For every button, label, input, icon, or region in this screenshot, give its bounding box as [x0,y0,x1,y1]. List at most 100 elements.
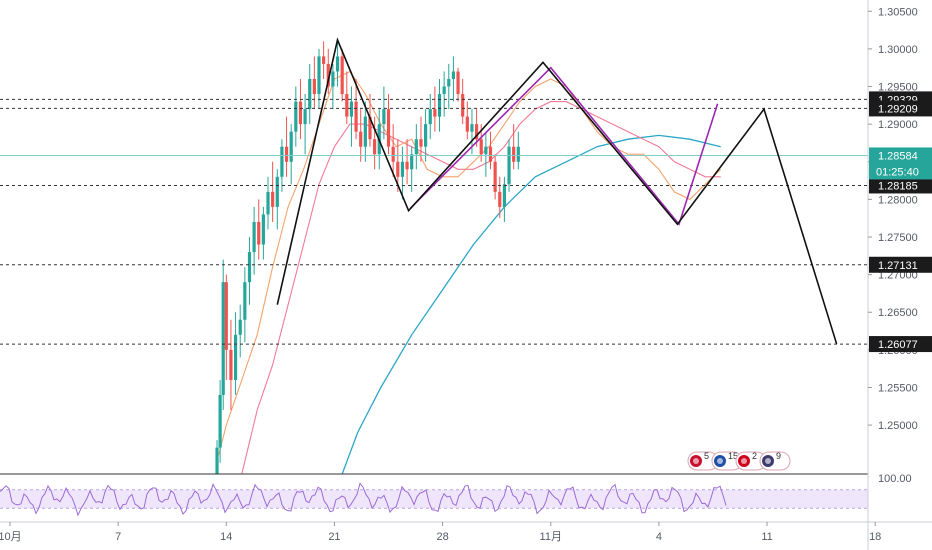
candle-body [345,94,349,117]
candle-body [229,349,233,380]
date-tick-label: 28 [436,531,448,543]
level-tag [869,177,932,194]
candle-body [437,94,442,117]
date-tick-label: 18 [869,531,881,543]
candle-body [218,395,222,448]
date-tick-label: 4 [656,531,662,543]
zigzag-drawings[interactable] [276,37,838,345]
candle-body [363,116,367,147]
price-tick-label: 1.30500 [878,6,918,18]
candle-body [382,109,386,125]
candle-body [354,101,358,132]
price-tick-label: 1.25000 [878,420,918,432]
countdown-label: 01:25:40 [876,166,919,178]
candle-body [502,184,506,207]
candle-body [405,161,409,170]
candle-body [391,146,395,162]
rsi-band [0,489,868,509]
event-count: 15 [728,451,738,461]
candle-body [465,116,469,132]
candle-body [303,109,307,125]
level-tag-label: 1.28185 [878,180,918,192]
level-tag-label: 1.27131 [878,260,918,272]
candle-body [238,319,242,335]
candle-body [322,56,326,64]
economic-events[interactable]: 5 15 2 9 [687,451,791,471]
candle-body [326,63,330,87]
zigzag-purple-line[interactable] [409,66,719,226]
time-axis[interactable]: 10月 7 14 21 28 11月 4 11 18 [0,521,932,543]
price-tick-label: 1.29500 [878,82,918,94]
candle-body [410,154,414,170]
candle-body [349,101,354,117]
moving-averages [218,70,722,475]
candle-body [317,56,321,95]
candle-body [396,161,400,177]
rsi-line [0,482,727,517]
event-count: 9 [776,451,781,461]
candle-body [308,79,312,110]
candle-body [424,124,428,147]
candle-body [488,146,493,162]
candle-body [447,79,451,87]
candle-body [414,139,418,155]
flag-icon-detail [765,458,771,464]
candle-body [284,146,289,162]
candle-body [419,139,423,147]
candle-body [271,191,275,207]
candle-body [257,221,261,245]
level-tag [869,336,932,353]
candle-body [280,146,284,177]
candle-body [233,334,238,380]
event-count: 2 [752,451,757,461]
flag-icon-detail [693,458,699,464]
ma-fast-line [218,70,722,456]
candle-body [266,191,270,215]
flag-icon-detail [717,458,723,464]
candle-body [507,146,511,185]
candle-body [442,86,446,95]
event-us-flag[interactable]: 9 [759,451,791,471]
date-tick-label: 7 [115,531,121,543]
candle-body [386,109,391,147]
candle-body [451,71,456,79]
price-tags: 1.293291.292091.281851.271311.260771.285… [869,91,932,353]
date-tick-label: 14 [220,531,232,543]
date-tick-label: 11 [761,531,772,543]
price-tick-label: 1.25500 [878,382,918,394]
candle-body [261,214,265,245]
level-tag-label: 1.26077 [878,339,918,351]
candle-body [340,56,344,95]
current-price-label: 1.28584 [878,150,918,162]
level-tag [869,256,932,273]
candle-body [331,71,335,87]
candle-body [243,282,247,320]
zigzag-black-line[interactable] [276,37,838,345]
candle-body [512,146,516,162]
candle-body [224,282,228,350]
event-uk-flag[interactable]: 5 [687,451,719,471]
date-tick-label: 10月 [0,531,22,543]
candle-body [516,146,520,162]
candle-body [247,252,252,283]
candle-body [433,109,437,117]
date-tick-label: 11月 [540,531,562,543]
ma-slow-line [341,134,721,475]
horizontal-levels[interactable] [0,98,868,345]
candle-body [400,161,405,177]
candle-body [289,131,293,162]
candle-body [479,139,483,155]
rsi-axis-label: 100.00 [878,473,912,485]
candle-body [456,71,460,95]
candle-body [359,131,363,147]
candle-body [470,124,474,132]
candle-body [221,282,225,395]
price-tick-label: 1.30000 [878,44,918,56]
current-price-tag [869,147,932,180]
price-tick-label: 1.29000 [878,119,918,131]
price-tick-label: 1.27500 [878,232,918,244]
level-tag-label: 1.29209 [878,103,918,115]
ma-mid-line [241,101,721,475]
